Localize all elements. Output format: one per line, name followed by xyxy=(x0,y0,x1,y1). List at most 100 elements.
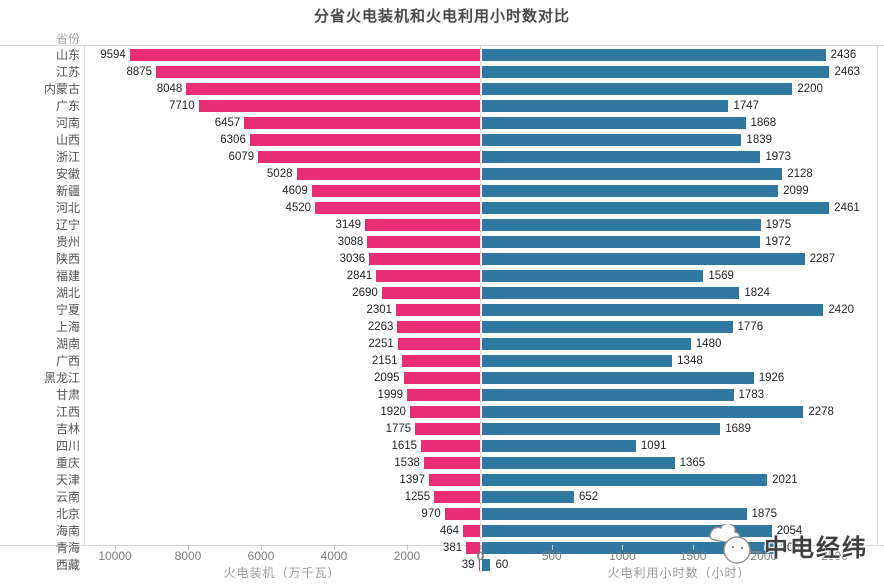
hours-value-label: 2021 xyxy=(772,473,798,486)
hours-cell: 1480 xyxy=(480,335,877,352)
capacity-cell: 2263 xyxy=(84,318,480,335)
hours-cell: 2463 xyxy=(480,63,877,80)
hours-cell: 60 xyxy=(480,556,877,573)
province-label: 内蒙古 xyxy=(43,82,80,96)
capacity-value-label: 970 xyxy=(421,507,441,520)
capacity-cell: 8048 xyxy=(84,80,480,97)
hours-cell: 2461 xyxy=(480,199,877,216)
hours-value-label: 1926 xyxy=(758,371,785,384)
hours-value-label: 2128 xyxy=(787,167,813,180)
chart-row: 甘肃 1999 1783 xyxy=(0,386,877,403)
right-axis-tick-mark xyxy=(481,545,482,550)
hours-value-label: 2461 xyxy=(834,201,860,214)
province-label: 青海 xyxy=(55,541,80,555)
hours-cell: 1776 xyxy=(480,318,877,335)
hours-bar xyxy=(482,133,742,146)
capacity-value-label: 3036 xyxy=(339,252,366,265)
hours-value-label: 1824 xyxy=(744,286,770,299)
capacity-bar xyxy=(296,167,480,180)
capacity-cell: 970 xyxy=(84,505,480,522)
capacity-cell: 381 xyxy=(84,539,480,556)
capacity-bar xyxy=(244,116,480,129)
chart-title: 分省火电装机和火电利用小时数对比 xyxy=(313,8,570,25)
left-axis-tick-label: 0 xyxy=(476,549,484,563)
hours-value-label: 1689 xyxy=(725,422,751,435)
capacity-value-label: 1538 xyxy=(394,456,420,469)
capacity-cell: 7710 xyxy=(84,97,480,114)
hours-bar xyxy=(482,303,824,316)
capacity-value-label: 7710 xyxy=(169,99,195,112)
left-axis-tick-mark xyxy=(407,545,408,550)
capacity-cell: 1775 xyxy=(84,420,480,437)
hours-cell: 2200 xyxy=(480,80,877,97)
province-label: 河北 xyxy=(55,201,80,215)
hours-value-label: 1868 xyxy=(750,116,777,129)
chart-row: 吉林 1775 1689 xyxy=(0,420,877,437)
capacity-value-label: 464 xyxy=(439,524,460,537)
province-label: 浙江 xyxy=(55,150,80,164)
chart-row: 湖南 2251 1480 xyxy=(0,335,877,352)
capacity-bar xyxy=(249,133,480,146)
province-column-header: 省份 xyxy=(55,32,80,46)
hours-bar xyxy=(482,252,805,265)
province-label: 湖南 xyxy=(55,337,80,351)
chart-row: 重庆 1538 1365 xyxy=(0,454,877,471)
label-panel-border xyxy=(84,46,85,545)
capacity-cell: 9594 xyxy=(84,46,480,63)
capacity-bar xyxy=(381,286,480,299)
capacity-value-label: 1255 xyxy=(404,490,431,503)
capacity-value-label: 2095 xyxy=(373,371,400,384)
right-axis-tick-mark xyxy=(622,545,624,550)
hours-bar xyxy=(482,286,740,299)
hours-value-label: 2054 xyxy=(776,524,803,537)
province-label: 黑龙江 xyxy=(43,371,80,385)
hours-cell: 652 xyxy=(480,488,877,505)
hours-bar xyxy=(482,354,673,367)
capacity-bar xyxy=(311,184,480,197)
province-label: 上海 xyxy=(55,320,80,334)
chart-row: 湖北 2690 1824 xyxy=(0,284,877,301)
hours-cell: 1824 xyxy=(480,284,877,301)
capacity-bar xyxy=(466,541,480,554)
capacity-bar xyxy=(434,490,480,503)
capacity-cell: 1538 xyxy=(84,454,480,471)
hours-bar xyxy=(482,541,776,554)
capacity-value-label: 9594 xyxy=(100,48,126,61)
hours-value-label: 1348 xyxy=(677,354,703,367)
left-axis-tick-mark xyxy=(115,545,117,550)
capacity-value-label: 6457 xyxy=(214,116,241,129)
capacity-cell: 2151 xyxy=(84,352,480,369)
capacity-value-label: 2151 xyxy=(371,354,398,367)
capacity-bar xyxy=(315,201,480,214)
hours-bar xyxy=(482,218,761,231)
chart-row: 云南 1255 652 xyxy=(0,488,877,505)
hours-cell: 2081 xyxy=(480,539,877,556)
province-label: 广西 xyxy=(55,354,80,368)
province-label: 北京 xyxy=(55,507,80,521)
hours-bar xyxy=(482,167,783,180)
left-axis-tick-label: 8000 xyxy=(174,549,202,563)
province-label: 宁夏 xyxy=(55,303,80,317)
capacity-value-label: 1397 xyxy=(399,473,426,486)
hours-value-label: 1776 xyxy=(737,320,764,333)
chart-row: 安徽 5028 2128 xyxy=(0,165,877,182)
province-label: 云南 xyxy=(55,490,80,504)
hours-value-label: 2287 xyxy=(809,252,836,265)
chart-row: 广东 7710 1747 xyxy=(0,97,877,114)
capacity-cell: 4609 xyxy=(84,182,480,199)
hours-value-label: 1973 xyxy=(765,150,791,163)
left-axis-tick-label: 6000 xyxy=(247,549,275,563)
capacity-value-label: 4520 xyxy=(285,201,312,214)
header-divider-line xyxy=(0,45,884,46)
capacity-cell: 2301 xyxy=(84,301,480,318)
capacity-value-label: 2301 xyxy=(366,303,393,316)
hours-bar xyxy=(482,388,734,401)
capacity-bar xyxy=(415,422,480,435)
hours-bar xyxy=(482,201,830,214)
capacity-cell: 1397 xyxy=(84,471,480,488)
hours-bar xyxy=(482,456,675,469)
hours-cell: 2054 xyxy=(480,522,877,539)
province-label: 吉林 xyxy=(55,422,80,436)
hours-value-label: 1783 xyxy=(738,388,765,401)
left-axis-tick-mark xyxy=(261,545,262,550)
